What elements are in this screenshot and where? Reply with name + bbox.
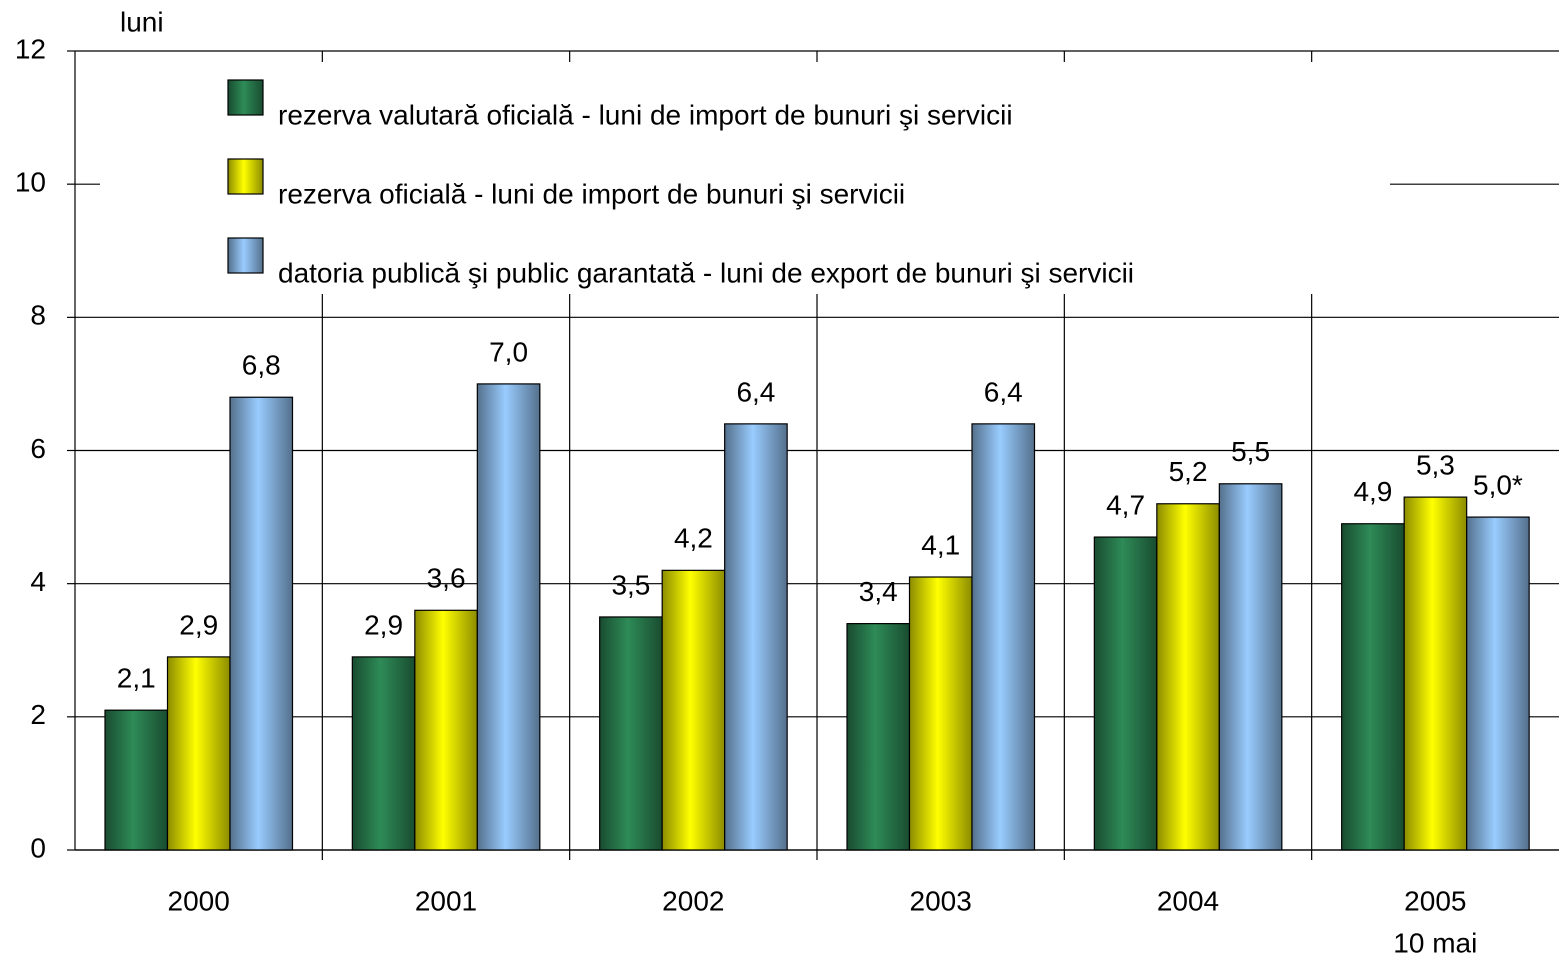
value-label: 5,3 [1416,449,1455,480]
bar [1466,516,1530,851]
y-tick-label: 0 [30,832,46,863]
value-label: 4,1 [921,529,960,560]
y-axis-label: luni [120,6,164,37]
x-tick-label: 2002 [662,885,724,916]
value-label: 6,4 [736,376,775,407]
y-tick-label: 8 [30,300,46,331]
value-label: 5,5 [1231,436,1270,467]
bar [476,383,541,851]
legend-background [100,62,1390,294]
legend-swatch [227,237,264,274]
value-label: 6,8 [242,350,281,381]
legend-label: rezerva valutară oficială - luni de impo… [278,99,1013,130]
bar [1403,496,1468,851]
value-label: 3,5 [611,569,650,600]
bar [104,709,169,851]
legend-swatch [227,79,264,116]
bar [351,656,416,851]
bar [414,609,478,851]
legend-label: rezerva oficială - luni de import de bun… [278,178,905,209]
x-tick-label: 2001 [415,885,477,916]
y-tick-label: 2 [30,699,46,730]
bar [599,616,663,851]
bar [661,569,726,851]
bar [229,396,294,851]
value-label: 6,4 [984,376,1023,407]
value-label: 5,2 [1169,456,1208,487]
y-tick-label: 10 [15,167,46,198]
bar [846,623,911,851]
x-tick-label: 2000 [168,885,230,916]
value-label: 2,9 [179,609,218,640]
value-label: 4,9 [1353,476,1392,507]
bar [908,576,973,851]
legend-label: datoria publică şi public garantată - lu… [278,257,1134,288]
value-label: 3,6 [427,563,466,594]
x-tick-label: 2004 [1157,885,1219,916]
value-label: 2,9 [364,609,403,640]
y-tick-label: 12 [15,33,46,64]
value-label: 2,1 [117,663,156,694]
bar [1218,483,1283,851]
bar [1156,503,1220,851]
bar [724,423,788,851]
y-tick-label: 4 [30,566,46,597]
value-label: 4,7 [1106,489,1145,520]
bar [166,656,231,851]
bar [1341,523,1405,851]
category-note: 10 mai [1393,927,1477,958]
value-label: 7,0 [489,336,528,367]
x-tick-label: 2005 [1404,885,1466,916]
value-label: 3,4 [859,576,898,607]
value-label: 4,2 [674,523,713,554]
bar [1093,536,1158,851]
bar [971,423,1036,851]
legend-swatch [227,158,264,195]
value-label: 5,0* [1473,469,1523,500]
y-tick-label: 6 [30,433,46,464]
x-tick-label: 2003 [910,885,972,916]
